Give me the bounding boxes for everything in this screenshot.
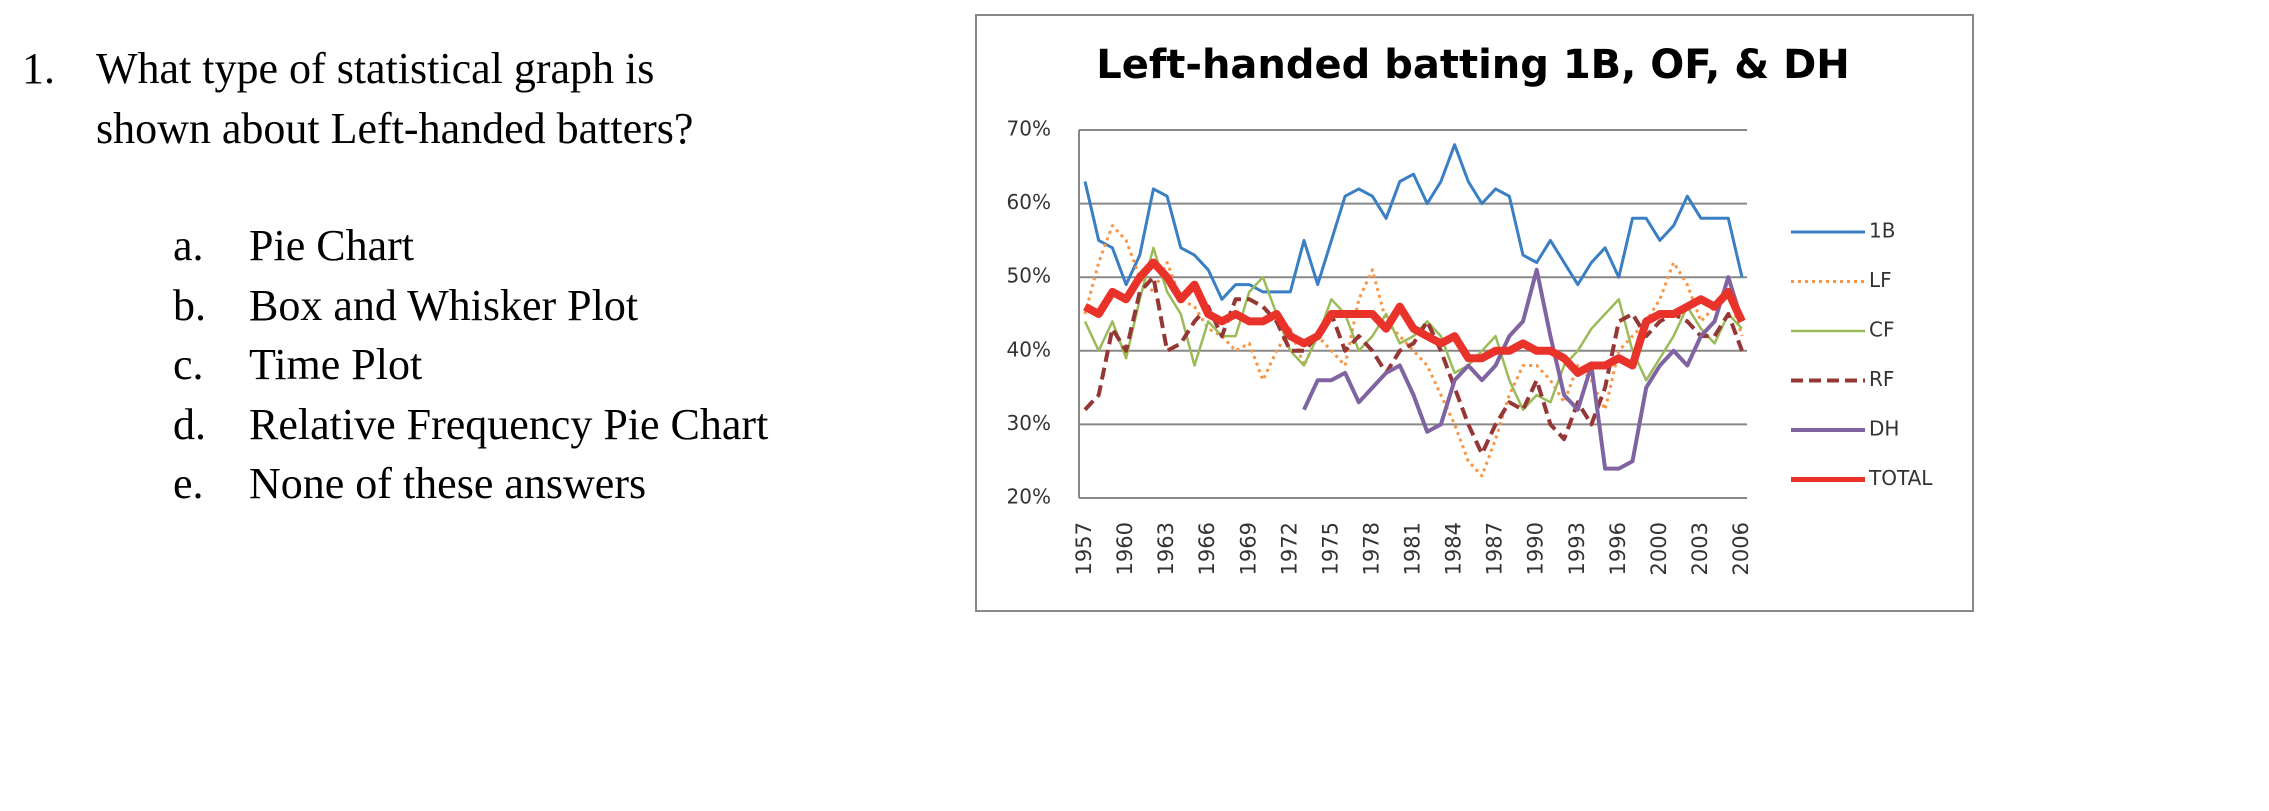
legend-label: CF [1869,318,1894,342]
x-tick-label: 1975 [1318,522,1342,575]
x-tick-label: 1972 [1277,522,1301,575]
series-line [1083,224,1744,478]
x-tick-label: 1960 [1113,522,1137,575]
x-tick-label: 1996 [1606,522,1630,575]
series-line [1083,275,1744,456]
y-tick-label: 70% [1007,117,1051,141]
x-tick-label: 1990 [1524,522,1548,575]
y-tick-label: 30% [1007,411,1051,435]
x-tick-label: 2006 [1729,522,1753,575]
x-tick-label: 2000 [1647,522,1671,575]
legend-label: 1B [1869,219,1895,243]
question-number: 1. [22,44,55,93]
x-tick-label: 1963 [1154,522,1178,575]
option-text: None of these answers [249,459,647,508]
x-tick-label: 1993 [1565,522,1589,575]
y-tick-label: 20% [1007,485,1051,509]
option-letter: b. [173,280,206,330]
question-text: shown about Left-handed batters? [96,104,694,153]
legend-label: LF [1869,268,1892,292]
y-tick-label: 60% [1007,190,1051,214]
option-text: Box and Whisker Plot [249,280,639,330]
legend-label: RF [1869,367,1894,391]
y-tick-label: 50% [1007,264,1051,288]
series-line [1083,246,1743,411]
option-text: Pie Chart [249,221,414,270]
x-tick-label: 1984 [1442,522,1466,575]
series-line [1083,143,1744,301]
x-tick-label: 1978 [1359,522,1383,575]
chart-title: Left-handed batting 1B, OF, & DH [1096,42,1850,88]
x-tick-label: 1981 [1401,522,1425,575]
option-text: Relative Frequency Pie Chart [249,399,769,449]
legend-label: DH [1869,417,1899,441]
x-tick-label: 2003 [1688,522,1712,575]
chart-frame [975,14,1974,612]
option-letter: c. [173,340,204,389]
x-tick-label: 1957 [1072,522,1096,575]
x-tick-label: 1969 [1236,522,1260,575]
question-text: What type of statistical graph is [96,44,655,93]
legend-label: TOTAL [1868,466,1933,490]
option-letter: d. [173,399,206,449]
option-text: Time Plot [249,340,423,389]
y-tick-label: 40% [1007,337,1051,361]
x-tick-label: 1966 [1195,522,1219,575]
option-letter: e. [173,459,204,508]
series-line [1083,258,1746,377]
series-line [1302,267,1744,471]
option-letter: a. [173,221,204,270]
x-tick-label: 1987 [1483,522,1507,575]
